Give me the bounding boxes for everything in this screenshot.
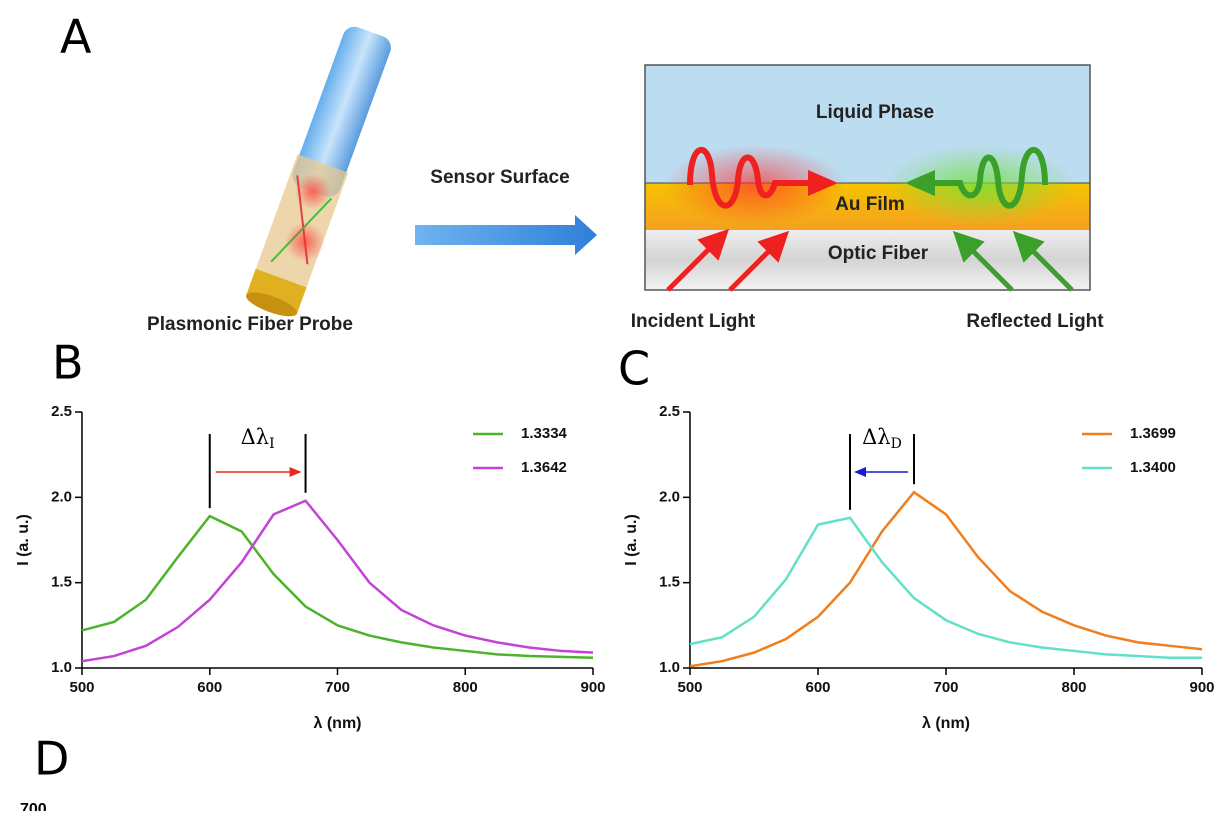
partial-tick: 700 <box>20 801 47 811</box>
legend-label: 1.3334 <box>521 425 568 442</box>
legend-label: 1.3400 <box>1130 459 1176 476</box>
y-tick-label: 1.5 <box>659 574 680 591</box>
series-line <box>81 514 594 660</box>
y-tick-label: 1.5 <box>51 574 72 591</box>
x-tick-label: 700 <box>933 679 958 696</box>
probe-label: Plasmonic Fiber Probe <box>147 314 353 335</box>
x-tick-label: 600 <box>805 679 830 696</box>
y-tick-label: 2.0 <box>51 488 72 505</box>
fiber-probe <box>246 26 391 317</box>
x-tick-label: 500 <box>69 679 94 696</box>
light-label: Reflected Light <box>966 311 1104 332</box>
x-tick-label: 500 <box>677 679 702 696</box>
y-tick-label: 1.0 <box>51 659 72 676</box>
light-label: Incident Light <box>631 311 756 332</box>
panel-label: B <box>52 336 84 390</box>
annotation-symbol: Δλ <box>862 425 890 449</box>
layer-label: Liquid Phase <box>816 102 934 123</box>
legend-label: 1.3642 <box>521 459 567 476</box>
big-arrow <box>415 215 597 255</box>
y-axis-label: I (a. u.) <box>623 514 640 566</box>
panel-label: D <box>34 732 69 786</box>
sensor-diagram <box>644 64 1091 292</box>
arrow-label: Sensor Surface <box>430 167 569 188</box>
y-axis-label: I (a. u.) <box>15 514 32 566</box>
shift-annotation: ΔλI <box>241 425 275 453</box>
y-tick-label: 2.0 <box>659 488 680 505</box>
legend-label: 1.3699 <box>1130 425 1176 442</box>
y-tick-label: 1.0 <box>659 659 680 676</box>
shift-annotation: ΔλD <box>862 425 902 453</box>
annotation-symbol: Δλ <box>241 425 269 449</box>
x-axis-label: λ (nm) <box>922 715 970 732</box>
x-tick-label: 600 <box>197 679 222 696</box>
layer-label: Optic Fiber <box>828 243 929 264</box>
shift-arrowhead <box>289 467 302 477</box>
series-line <box>689 490 1203 668</box>
annotation-subscript: I <box>269 436 275 452</box>
series-line <box>689 516 1202 660</box>
x-axis-label: λ (nm) <box>314 715 362 732</box>
x-tick-label: 900 <box>580 679 605 696</box>
series-line <box>81 499 594 663</box>
x-tick-label: 800 <box>1061 679 1086 696</box>
y-tick-label: 2.5 <box>51 403 72 420</box>
panel-label: A <box>60 10 92 64</box>
annotation-subscript: D <box>891 436 902 452</box>
x-tick-label: 800 <box>453 679 478 696</box>
layer-label: Au Film <box>835 194 905 215</box>
shift-arrowhead <box>854 467 866 477</box>
x-tick-label: 700 <box>325 679 350 696</box>
x-tick-label: 900 <box>1189 679 1214 696</box>
y-tick-label: 2.5 <box>659 403 680 420</box>
panel-label: C <box>618 342 650 396</box>
